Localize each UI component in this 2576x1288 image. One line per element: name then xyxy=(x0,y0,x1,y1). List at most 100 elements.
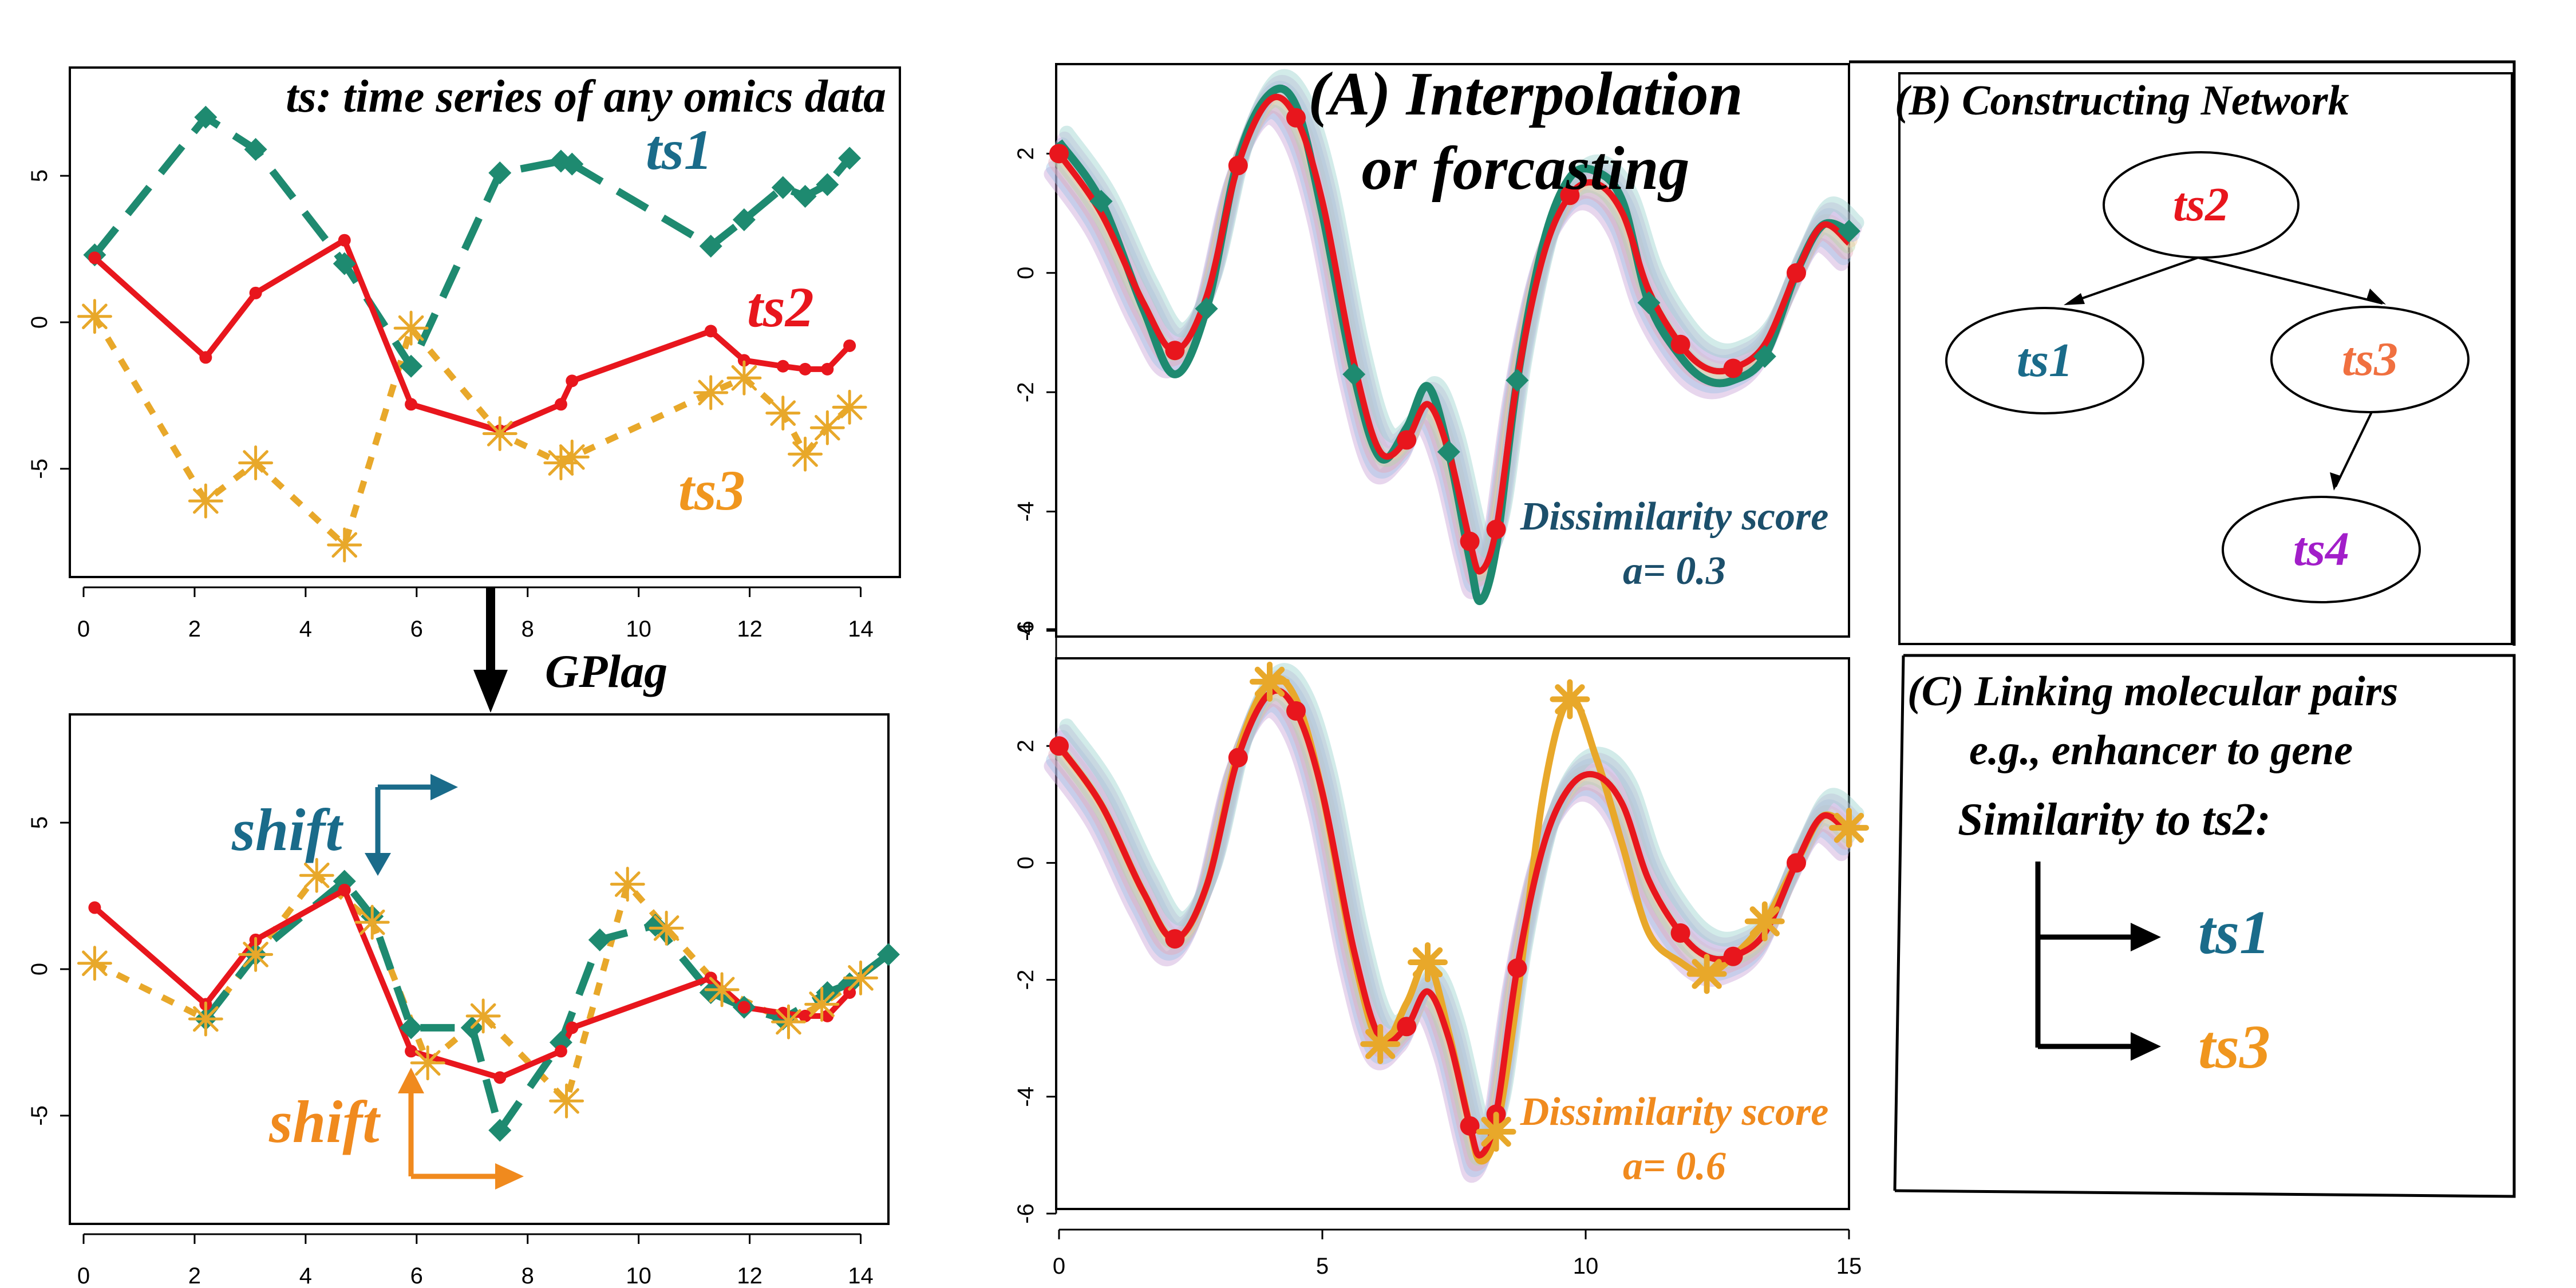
marker-ts3 xyxy=(238,937,274,972)
node-ts3-label: ts3 xyxy=(2342,333,2398,386)
marker-stroke xyxy=(193,488,219,514)
marker-ts1 xyxy=(1506,369,1529,392)
marker-ts3 xyxy=(299,858,334,893)
marker-stroke xyxy=(1481,1116,1511,1147)
marker-ts2 xyxy=(405,398,418,411)
marker-ts3 xyxy=(188,483,223,519)
marker-ts2 xyxy=(493,1071,507,1084)
marker-ts2 xyxy=(1228,156,1248,176)
y-tick-label: -2 xyxy=(1013,382,1038,402)
marker-stroke xyxy=(848,965,874,991)
network-edges xyxy=(2067,256,2383,487)
marker-stroke xyxy=(470,1003,496,1029)
y-tick-label: 2 xyxy=(1013,147,1038,160)
marker-stroke xyxy=(836,394,863,420)
marker-ts3 xyxy=(1408,942,1448,982)
marker-ts2 xyxy=(799,1009,812,1022)
dissimilarity-value-top: a= 0.3 xyxy=(1623,549,1726,593)
marker-ts3 xyxy=(77,946,112,981)
marker-ts2 xyxy=(843,986,856,999)
marker-ts2 xyxy=(737,1001,750,1014)
y-axis: 4 2 0 -2 -4 -6 0 5 10 15 xyxy=(1013,623,1862,1279)
panel-c: (C) Linking molecular pairs e.g., enhanc… xyxy=(1893,654,2516,1198)
marker-ts3 xyxy=(327,527,362,563)
marker-ts2 xyxy=(704,325,717,338)
marker-stroke xyxy=(398,315,424,341)
marker-ts1 xyxy=(1089,189,1113,213)
gplag-label: GPlag xyxy=(545,645,667,697)
marker-ts2 xyxy=(249,286,262,299)
marker-ts2 xyxy=(1670,923,1690,943)
fitted-line-ts2 xyxy=(1056,687,1851,1159)
x-tick-label: 4 xyxy=(299,617,312,642)
marker-stroke xyxy=(653,915,679,941)
node-ts4-label: ts4 xyxy=(2293,523,2349,576)
shift-arrow-blue xyxy=(365,774,458,876)
marker-stroke xyxy=(243,450,268,476)
panel-b-frame xyxy=(1849,60,2516,646)
marker-ts3 xyxy=(649,910,684,946)
x-tick-label: 14 xyxy=(848,1263,874,1288)
marker-stroke xyxy=(1749,906,1780,937)
similarity-first: ts1 xyxy=(2198,899,2270,967)
y-axis: 2 0 -2 -4 -6 xyxy=(1013,147,1057,641)
y-tick-label: -5 xyxy=(27,459,52,479)
marker-ts3 xyxy=(832,389,867,425)
marker-ts3 xyxy=(610,867,645,902)
x-tick-label: 0 xyxy=(77,1263,90,1288)
marker-ts3 xyxy=(804,986,840,1022)
x-tick-label: 4 xyxy=(299,1263,312,1288)
marker-stroke xyxy=(82,950,108,977)
x-tick-label: 2 xyxy=(188,1263,201,1288)
marker-ts3 xyxy=(482,416,517,451)
marker-ts1 xyxy=(771,176,795,199)
node-ts2 xyxy=(2103,151,2300,259)
y-tick-label: -6 xyxy=(1013,1203,1038,1224)
marker-ts2 xyxy=(405,1045,418,1058)
arrow-head xyxy=(2131,923,2161,951)
panel-c-left-edge xyxy=(1893,655,1905,1191)
marker-ts3 xyxy=(1686,954,1727,994)
panel-b: (B) Constructing Network ts2 ts1 ts3 ts4 xyxy=(1849,60,2516,646)
marker-ts3 xyxy=(788,436,823,472)
y-tick-label: -2 xyxy=(1013,970,1038,990)
y-tick-label: 5 xyxy=(27,169,52,182)
marker-ts3 xyxy=(393,310,429,346)
y-tick-label: 0 xyxy=(1013,267,1038,279)
marker-ts1 xyxy=(732,208,756,231)
marker-stroke xyxy=(1692,959,1722,989)
marker-ts1 xyxy=(488,1119,512,1142)
left-top-plot: 0 2 4 6 8 10 12 14 5 0 -5 ts: time series of any o… xyxy=(27,66,901,642)
marker-stroke xyxy=(554,1088,579,1114)
marker-ts2 xyxy=(1397,1017,1417,1037)
series-group xyxy=(1044,69,1864,605)
marker-ts2 xyxy=(554,1045,567,1058)
marker-ts2 xyxy=(88,901,101,914)
marker-ts3 xyxy=(704,972,740,1008)
x-tick-label: 6 xyxy=(410,1263,423,1288)
left-bottom-plot: 0 2 4 6 8 10 12 14 5 0 -5 shift shift xyxy=(27,713,900,1288)
series-group xyxy=(77,105,867,563)
marker-ts2 xyxy=(554,398,567,411)
posterior-sample xyxy=(1059,663,1864,1143)
marker-ts1 xyxy=(816,173,839,196)
marker-ts3 xyxy=(765,396,801,431)
marker-ts3 xyxy=(77,299,112,334)
y-tick-label: -6 xyxy=(1013,621,1038,641)
y-tick-label: 0 xyxy=(27,316,52,329)
marker-stroke xyxy=(1555,684,1585,714)
marker-ts2 xyxy=(1049,144,1069,164)
x-tick-label: 10 xyxy=(626,1263,651,1288)
marker-ts2 xyxy=(776,1006,789,1020)
marker-ts1 xyxy=(1637,291,1661,314)
dissimilarity-label-bottom: Dissimilarity score xyxy=(1520,1090,1829,1134)
series-label-ts3: ts3 xyxy=(678,459,745,522)
marker-ts2 xyxy=(1049,736,1069,756)
marker-ts1 xyxy=(244,138,267,161)
marker-ts1 xyxy=(1195,297,1218,321)
marker-stroke xyxy=(414,1050,441,1076)
panel-c-frame xyxy=(1894,654,2516,1198)
series-group xyxy=(1044,661,1869,1183)
dissimilarity-label-top: Dissimilarity score xyxy=(1520,495,1829,539)
marker-ts3 xyxy=(410,1045,445,1081)
